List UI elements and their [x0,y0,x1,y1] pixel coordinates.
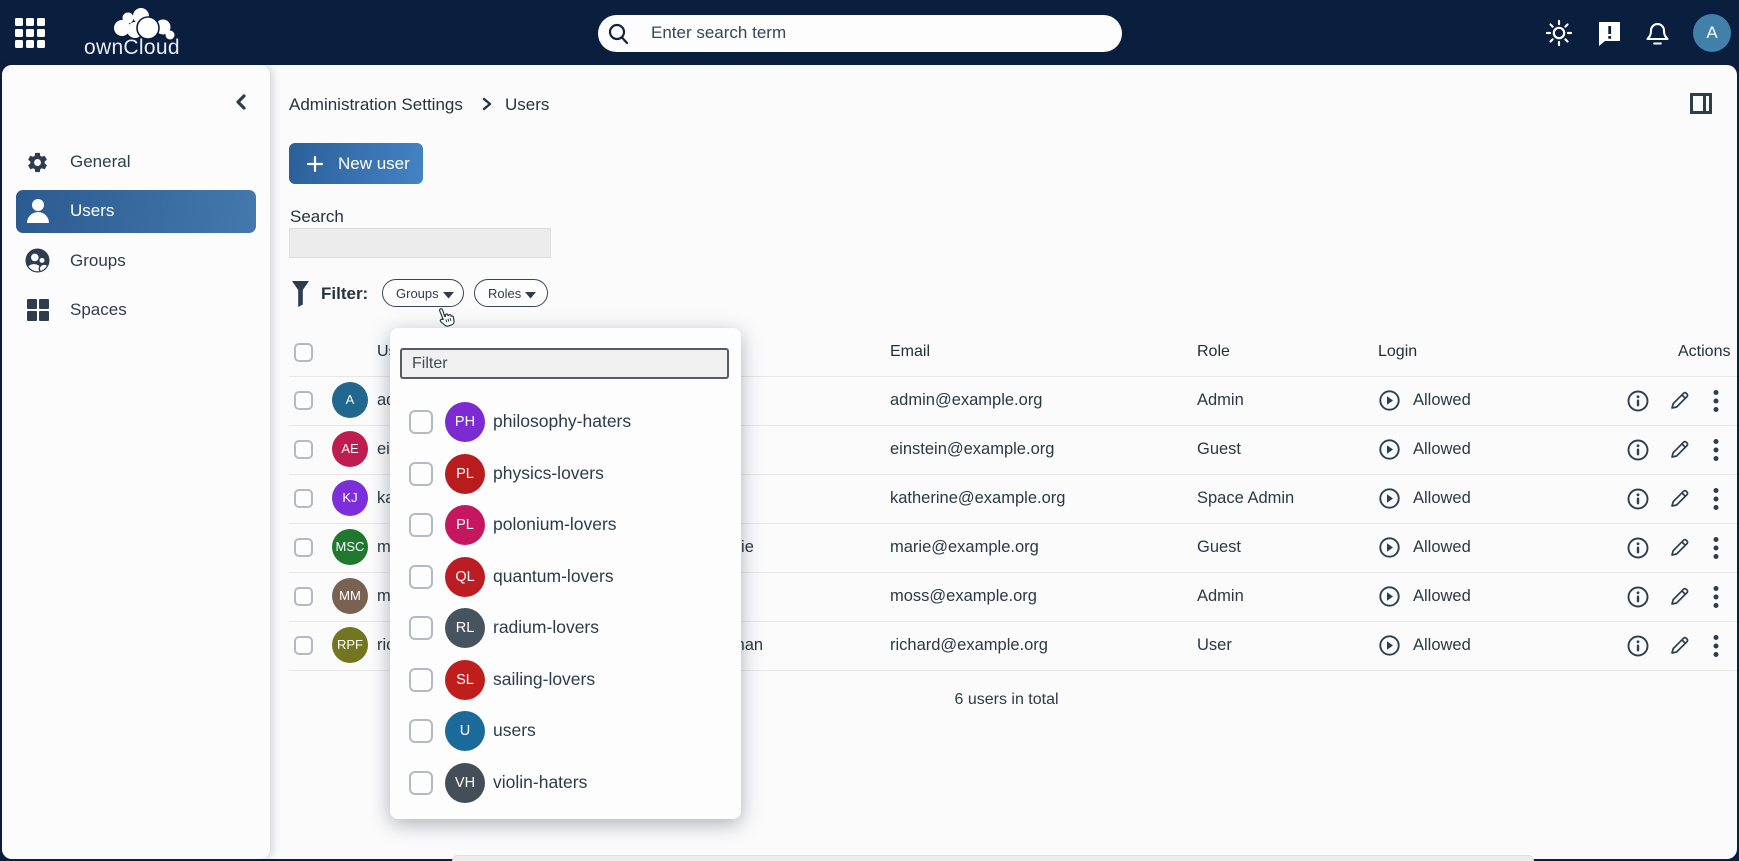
svg-text:ownCloud: ownCloud [84,36,180,59]
